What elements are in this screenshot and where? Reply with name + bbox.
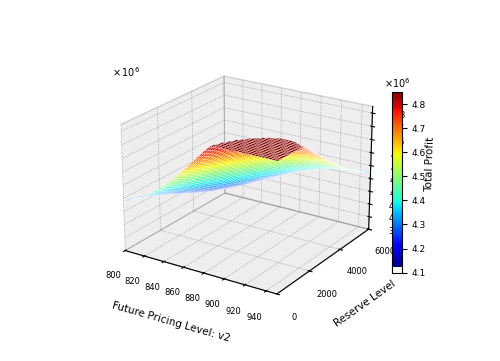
Text: $\times\,10^6$: $\times\,10^6$ [112,65,140,79]
X-axis label: Future Pricing Level: v2: Future Pricing Level: v2 [112,300,232,344]
Title: $\times 10^6$: $\times 10^6$ [384,76,410,90]
Y-axis label: Reserve Level: Reserve Level [332,278,398,328]
